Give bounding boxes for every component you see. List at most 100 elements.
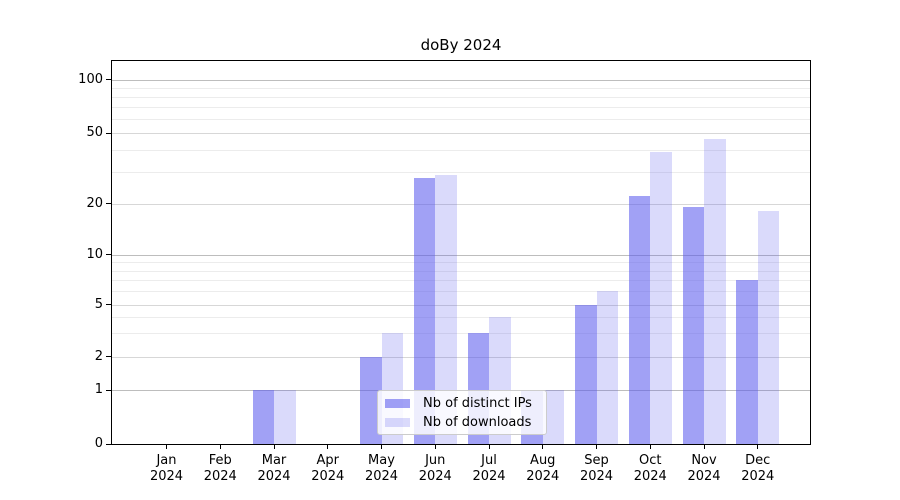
gridline-minor [112, 87, 810, 89]
x-tick-label-year: 2024 [149, 469, 184, 484]
gridline-minor [112, 262, 810, 264]
x-tick-label: Feb 2024 [192, 453, 248, 485]
x-tick-label-year: 2024 [741, 469, 775, 484]
gridline [112, 203, 810, 205]
bar-downloads [650, 152, 672, 444]
x-tick-label-month: Sep [584, 453, 609, 468]
gridline-major [112, 79, 810, 81]
x-tick-label: Nov 2024 [676, 453, 732, 485]
y-tick-mark [106, 443, 111, 445]
y-tick-mark [106, 304, 111, 305]
y-tick-label: 1 [94, 382, 103, 397]
x-tick-mark [166, 445, 167, 449]
x-tick-label: Jul 2024 [461, 453, 517, 485]
gridline-minor [112, 118, 810, 120]
gridline [112, 133, 810, 134]
x-tick-label: Apr 2024 [300, 453, 356, 485]
x-tick-label: Mar 2024 [246, 453, 302, 485]
x-tick-mark [542, 445, 544, 449]
bar-downloads [757, 211, 780, 444]
gridline [112, 304, 810, 306]
gridline-major [112, 254, 810, 256]
x-tick-label-month: Jan [156, 453, 177, 468]
y-tick-mark [106, 203, 111, 204]
x-tick-label: Jan 2024 [139, 453, 195, 485]
legend-label-downloads: Nb of downloads [423, 414, 532, 430]
x-tick-label: Oct 2024 [622, 453, 678, 485]
x-tick-label-month: May [368, 453, 395, 468]
bar-distinct-ips [682, 207, 704, 444]
y-tick-label: 10 [86, 246, 103, 262]
bar-downloads [435, 174, 457, 444]
x-tick-label-month: Mar [261, 453, 287, 468]
x-tick-label-year: 2024 [472, 469, 506, 484]
x-tick-label-year: 2024 [687, 469, 721, 484]
gridline-minor [112, 280, 810, 282]
gridline-minor [112, 107, 810, 109]
gridline-minor [112, 270, 810, 272]
gridline-minor [112, 172, 810, 174]
y-tick-mark [106, 132, 111, 134]
x-tick-label-month: Aug [530, 453, 556, 468]
legend-label-distinct-ips: Nb of distinct IPs [423, 395, 532, 411]
x-tick-label-month: Jun [425, 453, 446, 468]
x-tick-mark [757, 445, 759, 449]
x-tick-label-year: 2024 [633, 469, 667, 484]
y-tick-label: 20 [86, 195, 103, 211]
x-tick-mark [703, 445, 705, 449]
legend-swatch-downloads [385, 417, 410, 427]
y-tick-label: 0 [94, 436, 103, 451]
bar-distinct-ips [575, 304, 597, 444]
legend-item-downloads: Nb of downloads [385, 414, 539, 430]
plot-area [111, 60, 811, 445]
x-tick-label-year: 2024 [526, 469, 560, 484]
x-tick-label-year: 2024 [364, 469, 399, 484]
x-tick-label: Dec 2024 [730, 453, 786, 485]
gridline [112, 356, 810, 358]
x-tick-label-month: Apr [316, 453, 340, 468]
chart-title: doBy 2024 [420, 36, 502, 54]
gridline-minor [112, 96, 810, 98]
y-tick-label: 50 [86, 125, 103, 140]
bar-distinct-ips [413, 177, 436, 444]
bar-downloads [274, 390, 296, 444]
x-tick-label: Jun 2024 [407, 453, 463, 485]
x-tick-mark [381, 445, 382, 449]
x-tick-mark [596, 445, 597, 449]
bar-distinct-ips [628, 196, 651, 444]
x-tick-mark [488, 445, 490, 449]
y-tick-label: 2 [94, 348, 103, 364]
x-tick-mark [219, 445, 221, 449]
x-tick-mark [649, 445, 651, 449]
gridline-minor [112, 333, 810, 335]
x-tick-label-month: Jul [481, 453, 497, 468]
gridline-minor [112, 291, 810, 293]
x-tick-label: May 2024 [354, 453, 410, 485]
x-tick-label-year: 2024 [418, 469, 452, 484]
x-tick-label-year: 2024 [579, 469, 614, 484]
bar-distinct-ips [360, 356, 382, 444]
x-tick-label-month: Dec [745, 453, 771, 468]
y-tick-mark [106, 356, 111, 357]
bar-downloads [704, 139, 726, 444]
x-tick-label-year: 2024 [311, 469, 345, 484]
bar-downloads [596, 291, 618, 444]
x-tick-label-month: Feb [208, 453, 232, 468]
x-tick-label: Sep 2024 [569, 453, 625, 485]
x-tick-mark [327, 445, 329, 449]
x-tick-label-year: 2024 [257, 469, 291, 484]
x-tick-label-month: Oct [639, 453, 662, 468]
x-tick-label-month: Nov [691, 453, 717, 468]
y-tick-mark [106, 389, 111, 391]
bar-distinct-ips [252, 390, 274, 444]
legend: Nb of distinct IPs Nb of downloads [377, 390, 547, 435]
gridline-minor [112, 317, 810, 319]
y-tick-label: 5 [94, 296, 103, 312]
legend-item-distinct-ips: Nb of distinct IPs [385, 395, 539, 411]
legend-swatch-distinct-ips [385, 398, 410, 408]
y-tick-mark [106, 254, 111, 255]
x-tick-label-year: 2024 [203, 469, 237, 484]
gridline-minor [112, 150, 810, 152]
bar-downloads [542, 390, 565, 444]
